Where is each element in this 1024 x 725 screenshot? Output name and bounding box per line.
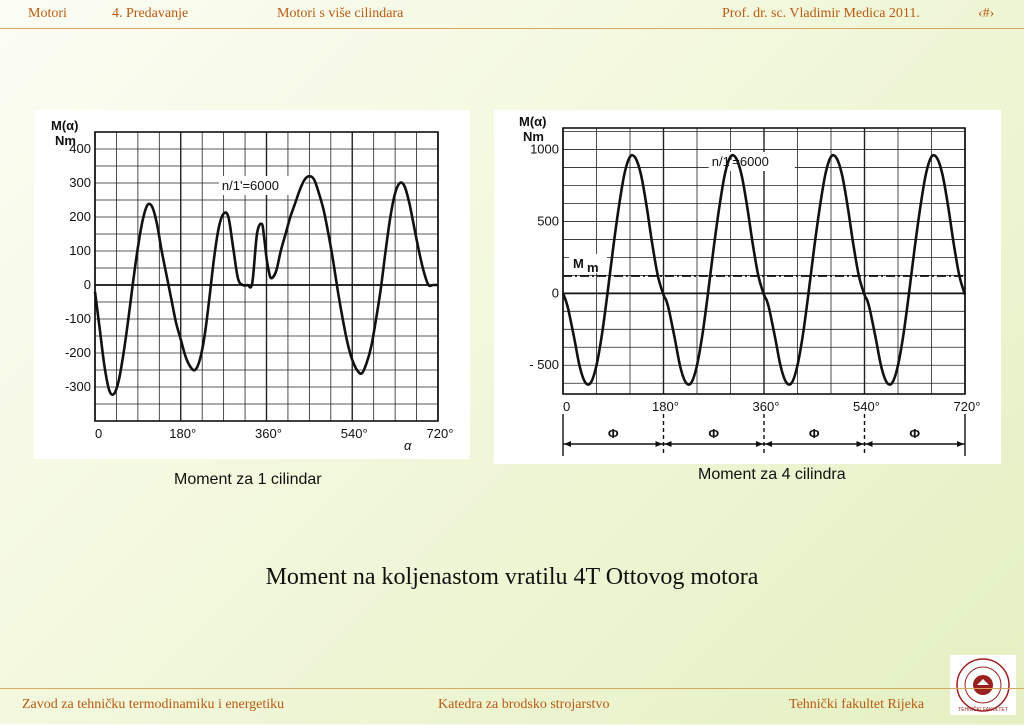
c0-plot-frame xyxy=(94,131,439,422)
c1-x-tick-label: 720° xyxy=(954,399,981,414)
c0-x-tick-label: 540° xyxy=(341,426,368,441)
c1-y-tick-label: 500 xyxy=(537,213,559,228)
caption-one-cylinder: Moment za 1 cilindar xyxy=(174,471,322,488)
header-topic: Motori s više cilindara xyxy=(277,6,404,21)
c1-y-axis-unit: Nm xyxy=(523,129,544,144)
logo-text: TEHNIČKI FAKULTET xyxy=(958,706,1008,713)
c0-speed-annotation: n/1'=6000 xyxy=(222,178,279,193)
c1-period-arrowhead xyxy=(664,441,672,447)
footer-center: Katedra za brodsko strojarstvo xyxy=(438,697,610,712)
c0-y-tick-label: 400 xyxy=(69,141,91,156)
c0-y-tick-label: -300 xyxy=(65,379,91,394)
c1-mean-label-bg xyxy=(569,254,607,274)
c1-y-tick-label: - 500 xyxy=(529,357,559,372)
c0-x-tick-label: 360° xyxy=(255,426,282,441)
chart-four-cylinders: 1000 500 0- 500 0 180° 360° 540° 720° M(α) Nm n/1'… xyxy=(494,110,1001,464)
c0-y-tick-label: 0 xyxy=(84,277,91,292)
c1-period-arrowhead xyxy=(655,441,663,447)
c1-y-tick-label: 1000 xyxy=(530,142,559,157)
c0-y-tick-label: 100 xyxy=(69,243,91,258)
faculty-logo: TEHNIČKI FAKULTET xyxy=(950,655,1016,715)
header-lecture: 4. Predavanje xyxy=(112,6,189,21)
c0-x-tick-label: 0 xyxy=(95,426,102,441)
c0-y-tick-label: 300 xyxy=(69,175,91,190)
slide-title: Moment na koljenastom vratilu 4T Ottovog… xyxy=(265,564,759,590)
page-number: ‹#› xyxy=(978,6,995,21)
faculty-seal-icon: TEHNIČKI FAKULTET xyxy=(950,655,1016,715)
c0-y-axis-unit: Nm xyxy=(55,133,76,148)
c1-torque-curve xyxy=(561,153,967,386)
c1-period-arrowhead xyxy=(856,441,864,447)
c1-period-arrowhead xyxy=(957,441,964,447)
footer-left: Zavod za tehničku termodinamiku i energe… xyxy=(22,697,285,712)
c1-period-label: Φ xyxy=(809,426,820,441)
c1-x-tick-label: 540° xyxy=(853,399,880,414)
c0-y-tick-label: 200 xyxy=(69,209,91,224)
c1-period-label: Φ xyxy=(708,426,719,441)
c0-y-tick-label: -100 xyxy=(65,311,91,326)
c0-x-tick-label: 180° xyxy=(169,426,196,441)
c0-y-axis-label: M(α) xyxy=(51,118,78,133)
c1-period-arrowhead xyxy=(756,441,763,447)
c1-x-tick-label: 360° xyxy=(753,399,780,414)
c1-period-arrowhead xyxy=(865,441,873,447)
chart-one-cylinder-svg: 400 300 200 100 0 -100 -200 -300 0 180° 360° 540° 72… xyxy=(51,118,454,453)
c1-mean-label-sub: m xyxy=(587,260,599,275)
c1-x-tick-label: 180° xyxy=(652,399,679,414)
c1-period-arrowhead xyxy=(564,441,571,447)
header-author: Prof. dr. sc. Vladimir Medica 2011. xyxy=(722,6,920,21)
c0-x-tick-label: 720° xyxy=(427,426,454,441)
caption-four-cylinders: Moment za 4 cilindra xyxy=(698,466,846,483)
c1-period-label: Φ xyxy=(909,426,920,441)
c1-y-axis-label: M(α) xyxy=(519,114,546,129)
c1-period-arrowhead xyxy=(765,441,772,447)
c0-y-tick-label: -200 xyxy=(65,345,91,360)
c1-y-tick-label: 0 xyxy=(552,285,559,300)
chart-one-cylinder: 400 300 200 100 0 -100 -200 -300 0 180° 360° 540° 72… xyxy=(34,110,470,459)
c1-plot-frame xyxy=(562,127,966,395)
header-course: Motori xyxy=(28,6,67,21)
c1-mean-label: M xyxy=(573,256,584,271)
c0-x-axis-label: α xyxy=(404,438,412,453)
c1-period-label: Φ xyxy=(608,426,619,441)
c1-x-tick-label: 0 xyxy=(563,399,570,414)
slide-footer: Zavod za tehničku termodinamiku i energe… xyxy=(0,688,1024,725)
footer-right: Tehnički fakultet Rijeka xyxy=(789,697,925,712)
c0-annotation-bg xyxy=(218,176,305,195)
c0-torque-curve xyxy=(93,174,438,396)
slide-header: Motori 4. Predavanje Motori s više cilin… xyxy=(0,0,1024,29)
